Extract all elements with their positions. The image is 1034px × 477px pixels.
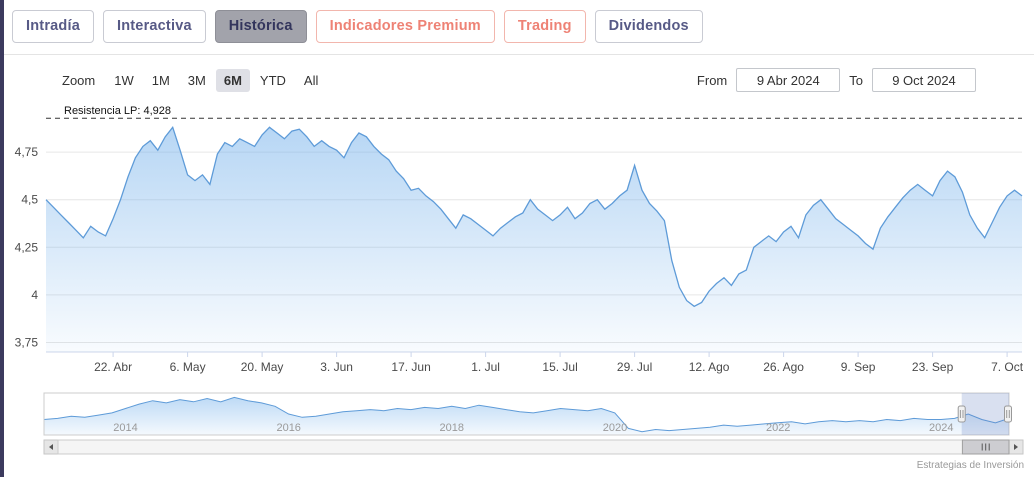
scrollbar-thumb[interactable] [961,439,1010,455]
svg-text:7. Oct: 7. Oct [991,360,1024,374]
svg-text:1. Jul: 1. Jul [471,360,500,374]
tab-historica[interactable]: Histórica [214,10,307,44]
scroll-right-arrow-icon [1014,444,1018,451]
svg-text:29. Jul: 29. Jul [617,360,652,374]
svg-text:4,25: 4,25 [15,241,39,255]
from-label: From [696,72,728,88]
navigator-handle-left[interactable] [957,405,966,423]
resistance-label: Resistencia LP: 4,928 [64,106,171,118]
area-series [46,127,1022,353]
svg-text:6. May: 6. May [170,360,206,374]
scrollbar-button-right[interactable] [1008,439,1024,455]
svg-text:3,75: 3,75 [15,336,39,350]
tab-interactiva[interactable]: Interactiva [102,10,206,44]
svg-text:2014: 2014 [113,422,137,434]
navigator-year-labels: 2014 2016 2018 2020 2022 2024 [113,422,953,434]
from-date-input[interactable] [736,68,841,93]
tab-indicadores-premium[interactable]: Indicadores Premium [315,10,495,44]
line-series [45,126,1023,308]
x-axis-labels: 22. Abr 6. May 20. May 3. Jun 17. Jun 1. Jul 1… [94,352,1024,374]
svg-text:4,5: 4,5 [21,193,38,207]
navigator-handle-right[interactable] [1004,405,1012,423]
navigator-area-series [44,397,1009,436]
zoom-range-1m[interactable]: 1M [144,69,178,92]
svg-text:12. Ago: 12. Ago [689,360,730,374]
zoom-range-3m[interactable]: 3M [180,69,214,92]
svg-text:4,75: 4,75 [15,145,39,159]
y-axis-labels: 4,75 4,5 4,25 4 3,75 [15,145,39,349]
tab-intradia[interactable]: Intradía [12,10,94,44]
tab-bar: Intradía Interactiva Histórica Indicadores … [4,0,1034,56]
tab-dividendos[interactable]: Dividendos [594,10,703,44]
navigator-chart: 2014 2016 2018 2020 2022 2024 [4,390,1034,456]
svg-text:2016: 2016 [276,422,300,434]
zoom-range-1w[interactable]: 1W [106,69,142,92]
to-date-input[interactable] [872,68,976,93]
svg-text:17. Jun: 17. Jun [391,360,430,374]
main-chart-svg: 4,75 4,5 4,25 4 3,75 22. Abr 6. May 20. May 3. J… [15,106,1024,375]
svg-text:20. May: 20. May [241,360,284,374]
svg-text:2018: 2018 [440,422,464,434]
svg-text:22. Abr: 22. Abr [94,360,132,374]
svg-text:9. Sep: 9. Sep [841,360,876,374]
svg-text:3. Jun: 3. Jun [320,360,353,374]
navigator-svg: 2014 2016 2018 2020 2022 2024 [43,392,1024,455]
zoom-range-group: 1W 1M 3M 6M YTD All [105,68,327,92]
svg-text:2020: 2020 [603,422,627,434]
scrollbar-button-left[interactable] [43,439,59,455]
svg-text:26. Ago: 26. Ago [763,360,804,374]
zoom-range-all[interactable]: All [296,69,326,92]
to-label: To [849,72,863,88]
main-chart: 4,75 4,5 4,25 4 3,75 22. Abr 6. May 20. May 3. J… [4,98,1034,382]
credit-text: Estrategias de Inversión [916,460,1024,471]
svg-text:15. Jul: 15. Jul [542,360,577,374]
scroll-left-arrow-icon [49,444,53,451]
svg-text:4: 4 [31,288,38,302]
svg-text:2024: 2024 [929,422,953,434]
zoom-range-ytd[interactable]: YTD [252,69,294,92]
svg-text:23. Sep: 23. Sep [912,360,954,374]
zoom-label: Zoom [62,72,96,88]
zoom-range-6m[interactable]: 6M [215,68,250,92]
svg-text:2022: 2022 [766,422,790,434]
tab-trading[interactable]: Trading [503,10,586,44]
navigator-line-series [43,397,1010,433]
date-range-controls: From To [696,68,976,93]
scrollbar-track[interactable] [57,439,1010,455]
navigator-selection[interactable] [961,393,1009,436]
